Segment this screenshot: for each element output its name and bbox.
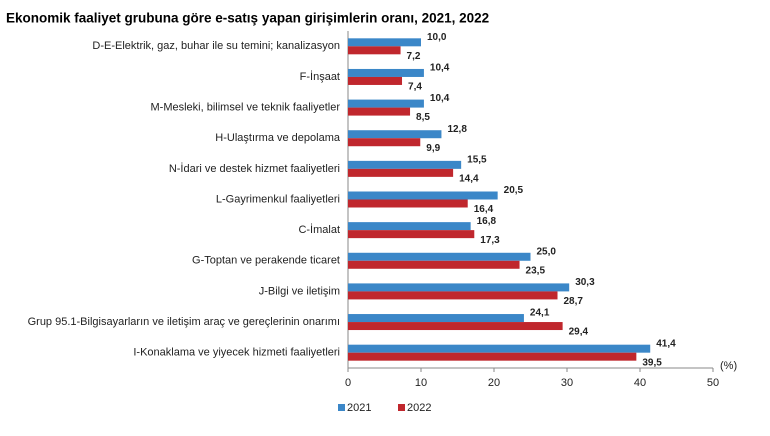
value-label: 16,8 [477, 216, 497, 227]
y-tick-label: G-Toptan ve perakende ticaret [192, 255, 340, 267]
bar [348, 260, 520, 269]
x-tick-label: 0 [345, 377, 351, 389]
bar [348, 168, 454, 177]
value-label: 16,4 [474, 204, 494, 215]
legend-label: 2022 [407, 402, 431, 414]
y-tick-label: M-Mesleki, bilimsel ve teknik faaliyetle… [151, 101, 341, 113]
y-tick-label: J-Bilgi ve iletişim [259, 285, 340, 297]
x-tick-label: 30 [561, 377, 573, 389]
bar [348, 252, 531, 261]
bar [348, 352, 637, 361]
y-tick-label: C-İmalat [298, 223, 340, 236]
value-label: 10,4 [430, 63, 450, 74]
x-axis-label: (%) [720, 360, 737, 372]
bar [348, 230, 475, 239]
y-tick-label: Grup 95.1-Bilgisayarların ve iletişim ar… [28, 316, 340, 328]
bar [348, 291, 558, 300]
x-tick-label: 50 [707, 377, 719, 389]
value-label: 9,9 [426, 143, 440, 154]
value-label: 24,1 [530, 308, 550, 319]
bar [348, 68, 424, 77]
value-label: 41,4 [656, 338, 676, 349]
bar [348, 314, 524, 323]
bar [348, 283, 570, 292]
bar [348, 344, 651, 353]
x-tick-label: 40 [634, 377, 646, 389]
value-label: 10,0 [427, 32, 447, 43]
value-label: 10,4 [430, 93, 450, 104]
value-label: 39,5 [642, 357, 662, 368]
y-tick-label: I-Konaklama ve yiyecek hizmeti faaliyetl… [133, 347, 340, 359]
value-label: 7,2 [407, 51, 421, 62]
legend-swatch [338, 404, 345, 411]
value-label: 20,5 [504, 185, 524, 196]
value-label: 17,3 [480, 235, 500, 246]
value-label: 30,3 [575, 277, 595, 288]
bar [348, 138, 421, 147]
bar [348, 222, 471, 231]
bar [348, 76, 403, 85]
value-label: 7,4 [408, 82, 422, 93]
bar [348, 199, 468, 208]
y-tick-label: D-E-Elektrik, gaz, buhar ile su temini; … [92, 40, 340, 52]
y-tick-label: F-İnşaat [300, 70, 340, 83]
bar [348, 38, 421, 47]
bar [348, 107, 411, 116]
y-tick-label: L-Gayrimenkul faaliyetleri [216, 193, 340, 205]
value-label: 23,5 [526, 265, 546, 276]
value-label: 29,4 [569, 327, 589, 338]
value-label: 14,4 [459, 174, 479, 185]
bar [348, 160, 462, 169]
x-tick-label: 10 [415, 377, 427, 389]
value-label: 28,7 [564, 296, 584, 307]
bar [348, 191, 498, 200]
bar [348, 130, 442, 139]
value-label: 12,8 [447, 124, 467, 135]
value-label: 8,5 [416, 112, 430, 123]
value-label: 25,0 [537, 246, 557, 257]
y-tick-label: H-Ulaştırma ve depolama [215, 132, 341, 144]
y-tick-label: N-İdari ve destek hizmet faaliyetleri [169, 162, 340, 175]
x-tick-label: 20 [488, 377, 500, 389]
bar [348, 99, 424, 108]
legend-swatch [398, 404, 405, 411]
legend-label: 2021 [347, 402, 371, 414]
chart-title: Ekonomik faaliyet grubuna göre e-satış y… [6, 11, 489, 26]
bar [348, 46, 401, 55]
bar [348, 322, 563, 331]
value-label: 15,5 [467, 155, 487, 166]
